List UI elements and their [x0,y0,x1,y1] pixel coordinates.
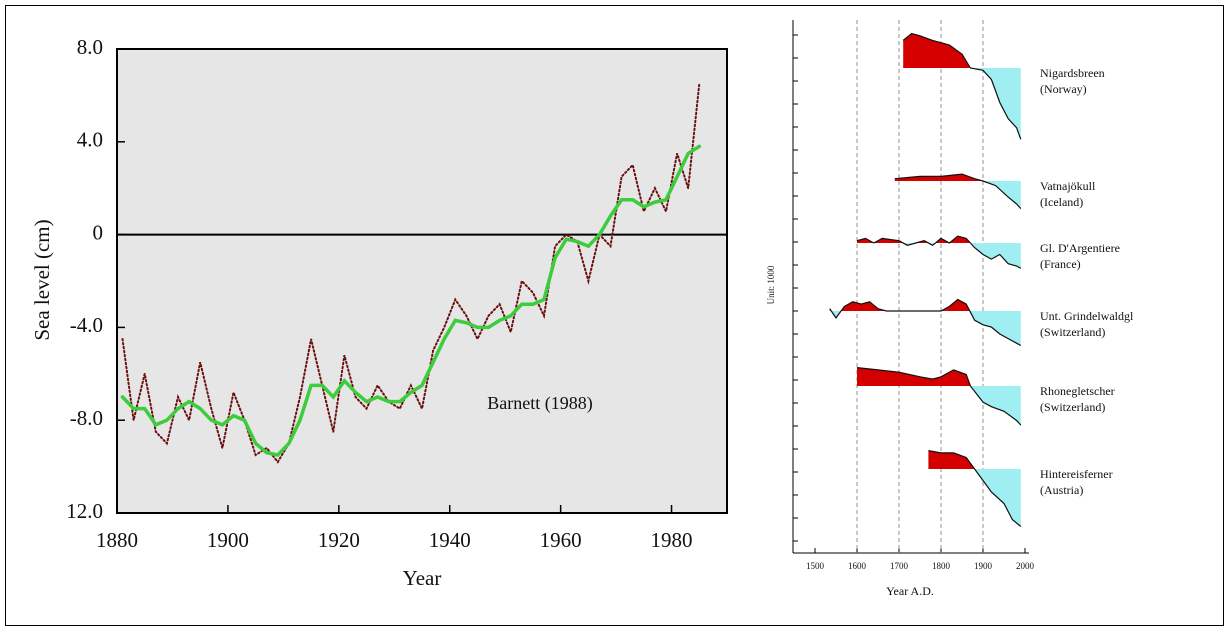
annotation: Barnett (1988) [487,393,592,414]
glacier-name: Gl. D'Argentiere [1040,241,1120,255]
y-tick-label: 8.0 [77,35,103,59]
retreat-area [857,243,1021,269]
plot-border [116,48,728,514]
length-curve [894,173,1022,210]
y-tick-label: 4.0 [77,128,103,152]
advance-area [829,299,1021,311]
x-tick-label: 1880 [96,528,138,552]
y-tick-label: 0 [93,220,104,244]
retreat-area [829,311,1021,346]
retreat-area [857,386,1021,426]
glacier-region: (Iceland) [1040,195,1083,209]
advance-area [894,174,1021,181]
retreat-area [894,181,1021,209]
x-tick-label: 1900 [207,528,249,552]
x-tick-label: 1500 [806,561,825,571]
glacier-name: Vatnajökull [1040,179,1096,193]
glacier-name: Hintereisferner [1040,467,1113,481]
advance-area [928,450,1021,469]
x-axis-label: Year A.D. [886,584,934,598]
retreat-area [928,469,1021,527]
advance-area [903,33,1021,68]
advance-area [857,236,1021,243]
glacier-name: Rhonegletscher [1040,384,1115,398]
frame [5,5,1224,626]
glacier-region: (Switzerland) [1040,325,1105,339]
x-tick-label: 1800 [932,561,951,571]
retreat-area [903,68,1021,140]
glacier-name: Unt. Grindelwaldgl [1040,309,1134,323]
x-tick-label: 1600 [848,561,867,571]
plot-area [117,49,727,513]
y-axis-label: Sea level (cm) [30,219,54,340]
x-tick-label: 1900 [974,561,993,571]
glacier-region: (Switzerland) [1040,400,1105,414]
glacier-name: Nigardsbreen [1040,66,1105,80]
length-curve [902,32,1022,140]
x-tick-label: 1920 [318,528,360,552]
y-tick-label: -8.0 [70,406,103,430]
glacier-region: (Austria) [1040,483,1083,497]
glacier-region: (France) [1040,257,1081,271]
x-tick-label: 1960 [540,528,582,552]
y-axis-label: Unit: 1000 [766,265,776,304]
length-curve [856,235,1022,269]
length-curve [928,450,1022,527]
x-axis-label: Year [403,566,442,590]
series-line [120,144,702,457]
glacier-region: (Norway) [1040,82,1087,96]
x-tick-label: 2000 [1016,561,1035,571]
series-line [121,82,701,464]
length-curve [856,367,1022,426]
length-curve [829,298,1022,347]
x-tick-label: 1700 [890,561,909,571]
y-tick-label: -4.0 [70,313,103,337]
y-tick-label: 12.0 [66,499,103,523]
x-tick-label: 1940 [429,528,471,552]
x-tick-label: 1980 [651,528,693,552]
